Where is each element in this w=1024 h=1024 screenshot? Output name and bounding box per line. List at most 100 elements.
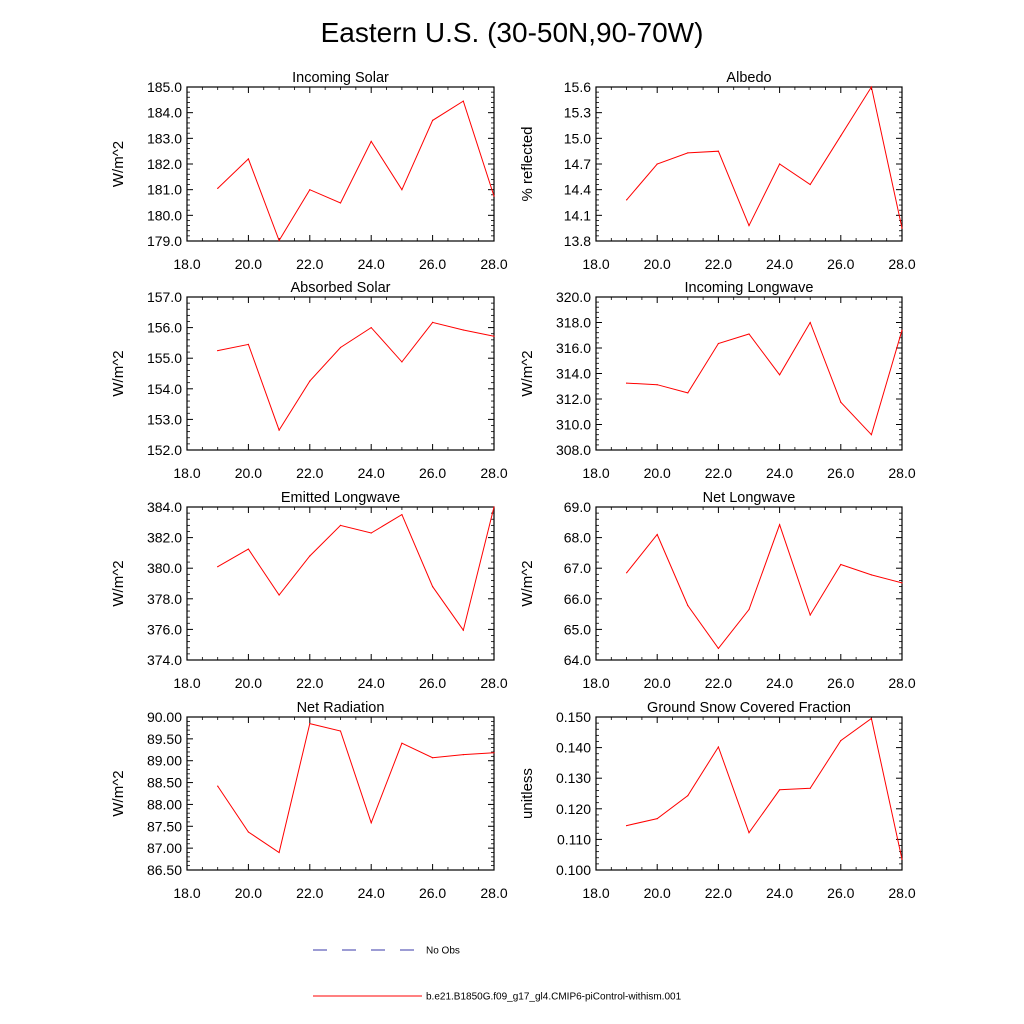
data-point [462,629,464,631]
x-tick-label: 28.0 [888,885,915,901]
y-tick-label: 181.0 [147,182,182,198]
data-point [217,187,219,189]
data-point [626,382,628,384]
legend-label: No Obs [426,946,460,957]
x-tick-label: 18.0 [173,675,200,691]
data-point [339,346,342,349]
data-point [309,380,311,382]
x-tick-label: 18.0 [173,885,200,901]
x-tick-label: 22.0 [296,256,323,272]
x-tick-label: 26.0 [419,885,446,901]
data-point [247,158,249,160]
data-point [401,514,403,516]
x-tick-label: 22.0 [705,465,732,481]
data-point [432,757,434,759]
y-tick-label: 15.0 [564,130,591,146]
y-axis-label: W/m^2 [519,560,536,606]
y-tick-label: 0.150 [556,709,591,725]
x-tick-label: 26.0 [827,885,854,901]
data-point [493,335,495,337]
data-point [462,754,464,756]
panel-title: Incoming Solar [292,70,389,86]
x-tick-label: 28.0 [480,465,507,481]
data-point [809,614,811,616]
x-tick-label: 20.0 [235,675,262,691]
y-tick-label: 87.00 [147,840,182,856]
data-point [687,392,689,394]
panel-emitted-longwave: Emitted Longwave W/m^2 374.0 376.0 378.0 380.… [110,490,508,691]
y-tick-label: 374.0 [147,652,182,668]
panel-title: Net Longwave [703,490,796,506]
y-tick-label: 384.0 [147,499,182,515]
x-tick-label: 18.0 [582,465,609,481]
x-tick-label: 24.0 [766,465,793,481]
data-point [748,832,750,834]
x-tick-label: 28.0 [888,256,915,272]
x-tick-label: 28.0 [480,256,507,272]
data-point [309,189,311,191]
panel-title: Emitted Longwave [281,490,400,506]
x-tick-label: 18.0 [173,465,200,481]
plot-frame [186,716,495,871]
x-tick-label: 26.0 [827,465,854,481]
panel-incoming-longwave: Incoming Longwave W/m^2 308.0 310.0 312.0 314… [519,280,916,481]
panel-ground-snow-covered-fraction: Ground Snow Covered Fraction unitless 0.10… [519,700,916,901]
x-tick-label: 26.0 [827,256,854,272]
x-tick-label: 22.0 [296,465,323,481]
x-tick-label: 22.0 [296,885,323,901]
data-point [626,572,628,574]
data-point [870,86,873,88]
data-point [870,717,873,720]
x-tick-label: 22.0 [705,885,732,901]
y-tick-label: 88.50 [147,775,182,791]
data-point [309,723,311,725]
x-tick-label: 18.0 [582,256,609,272]
plot-frame [186,86,495,242]
plot-frame [186,506,495,661]
y-tick-label: 185.0 [147,79,182,95]
y-tick-label: 179.0 [147,233,182,249]
panel-title: Incoming Longwave [685,280,814,296]
y-tick-label: 156.0 [147,320,182,336]
panels: Incoming Solar W/m^2 179.0 180.0 181.0 182.0 1… [110,70,916,901]
data-point [656,818,658,820]
data-point [779,789,781,791]
y-axis-label: W/m^2 [110,141,127,187]
x-tick-label: 20.0 [235,885,262,901]
x-tick-label: 26.0 [827,675,854,691]
data-point [432,119,434,121]
y-tick-label: 86.50 [147,862,182,878]
y-tick-label: 0.140 [556,740,591,756]
plot-frame [595,296,903,451]
data-point [748,608,750,611]
plot-frame [595,506,903,661]
data-point [656,384,658,386]
y-axis-label: W/m^2 [519,350,536,396]
data-point [432,321,434,323]
data-point [247,548,249,550]
y-tick-label: 180.0 [147,207,182,223]
series-line [626,321,903,436]
data-point [748,225,750,227]
data-point [247,343,249,345]
x-tick-label: 20.0 [644,465,671,481]
y-tick-label: 15.6 [564,79,591,95]
y-tick-label: 0.110 [557,831,591,847]
data-point [462,329,464,331]
data-point [401,361,403,363]
data-point [432,586,434,588]
panel-absorbed-solar: Absorbed Solar W/m^2 152.0 153.0 154.0 155.0 1… [110,280,508,481]
x-tick-label: 28.0 [888,465,915,481]
data-point [462,100,464,102]
plot-frame [595,716,903,871]
y-tick-label: 67.0 [564,560,591,576]
x-tick-label: 18.0 [173,256,200,272]
y-axis-label: % reflected [519,126,536,201]
data-point [370,140,372,142]
data-point [217,566,219,568]
x-tick-label: 22.0 [705,675,732,691]
data-point [656,163,658,165]
x-tick-label: 18.0 [582,885,609,901]
data-point [840,563,842,566]
y-tick-label: 14.4 [564,182,591,198]
